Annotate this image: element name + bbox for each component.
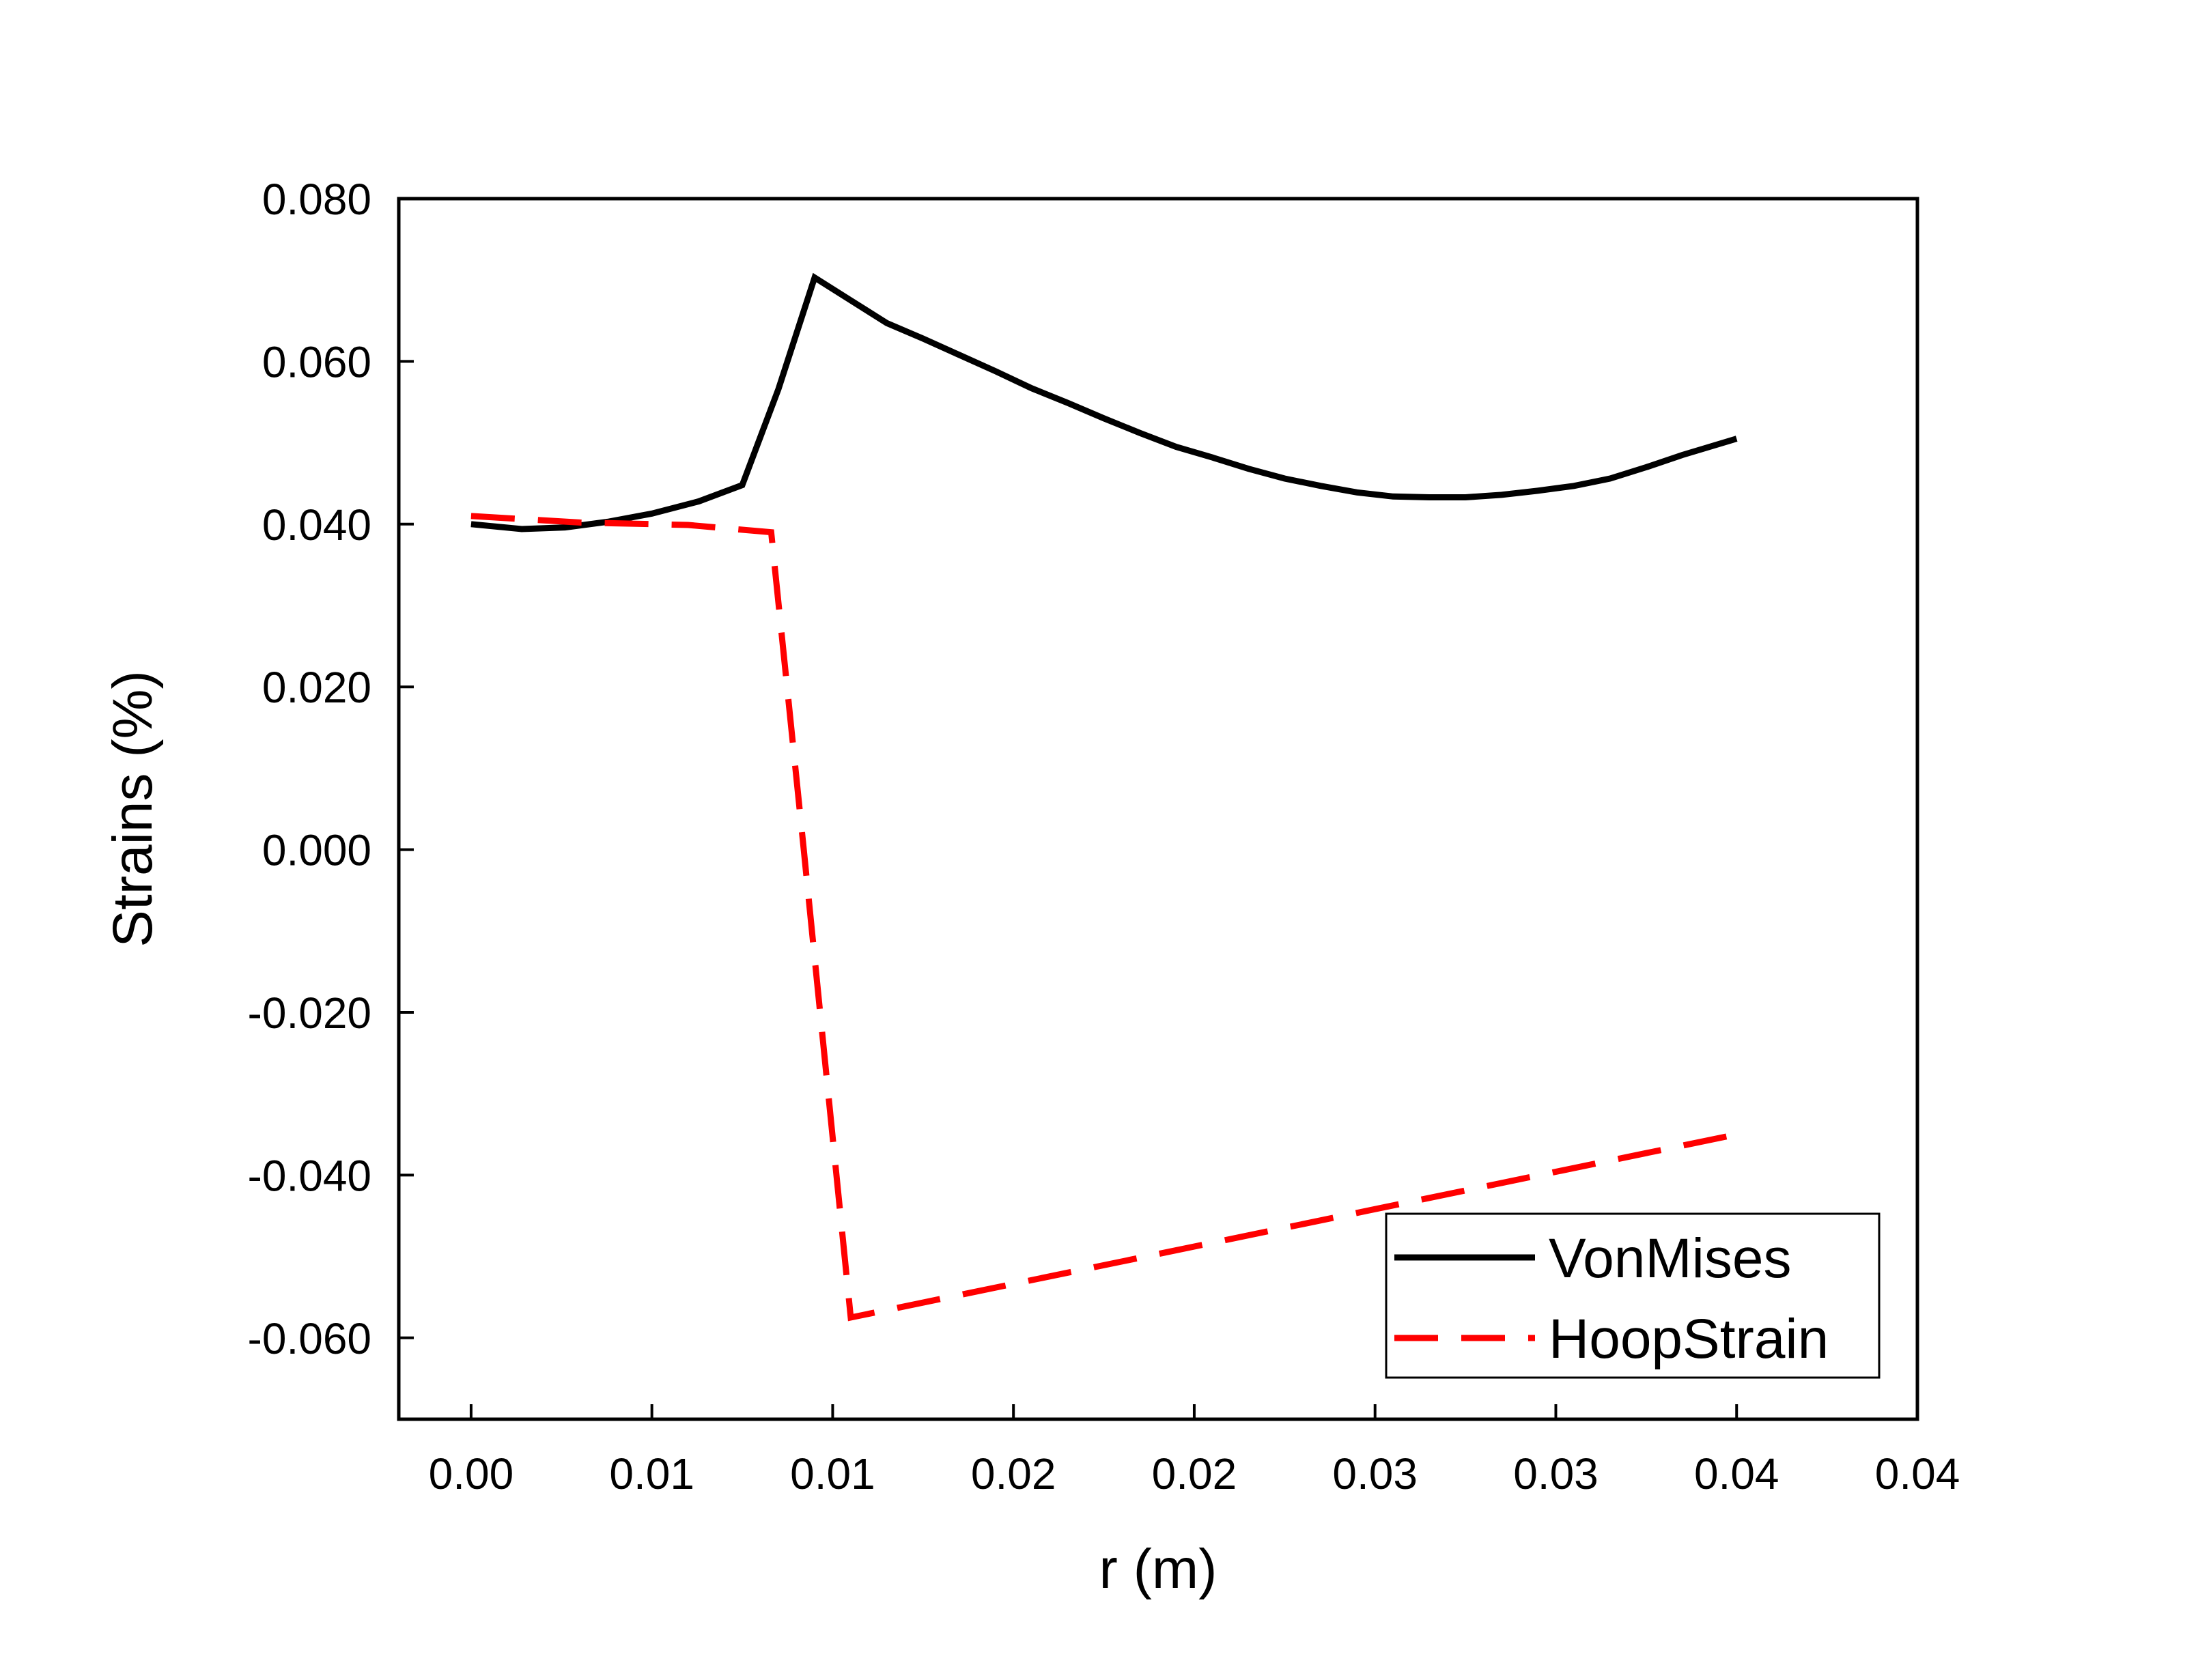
y-tick-label: -0.060 <box>248 1314 371 1363</box>
x-axis-title: r (m) <box>1099 1538 1217 1600</box>
x-tick-label: 0.04 <box>1875 1449 1960 1498</box>
y-tick-label: -0.040 <box>248 1151 371 1200</box>
x-tick-label: 0.04 <box>1694 1449 1779 1498</box>
y-axis-title: Strains (%) <box>102 670 164 948</box>
x-tick-label: 0.01 <box>790 1449 875 1498</box>
x-axis: 0.00 0.01 0.01 0.02 0.02 0.03 0.03 0.04 0.04 <box>429 1404 1960 1498</box>
y-tick-label: 0.040 <box>262 500 371 550</box>
legend: VonMises HoopStrain <box>1385 1212 1881 1379</box>
y-tick-label: 0.080 <box>262 175 371 224</box>
y-tick-label: 0.020 <box>262 663 371 712</box>
x-tick-label: 0.03 <box>1513 1449 1599 1498</box>
y-tick-label: 0.000 <box>262 826 371 875</box>
series-line-hoopstrain <box>470 513 1738 1322</box>
series-layer <box>470 272 1738 1322</box>
series-line-vonmises <box>470 272 1738 532</box>
plot-frame <box>397 197 1919 1421</box>
y-tick-label: -0.020 <box>248 988 371 1038</box>
legend-label-hoopstrain: HoopStrain <box>1549 1308 1829 1370</box>
x-tick-label: 0.01 <box>609 1449 694 1498</box>
y-axis: 0.080 0.060 0.040 0.020 0.000 -0.020 -0.040 -0.… <box>248 175 414 1363</box>
x-tick-label: 0.00 <box>429 1449 514 1498</box>
legend-label-vonmises: VonMises <box>1549 1227 1792 1290</box>
x-tick-label: 0.02 <box>1152 1449 1237 1498</box>
x-tick-label: 0.03 <box>1332 1449 1418 1498</box>
legend-box <box>1385 1212 1881 1379</box>
y-tick-label: 0.060 <box>262 337 371 386</box>
x-tick-label: 0.02 <box>971 1449 1056 1498</box>
